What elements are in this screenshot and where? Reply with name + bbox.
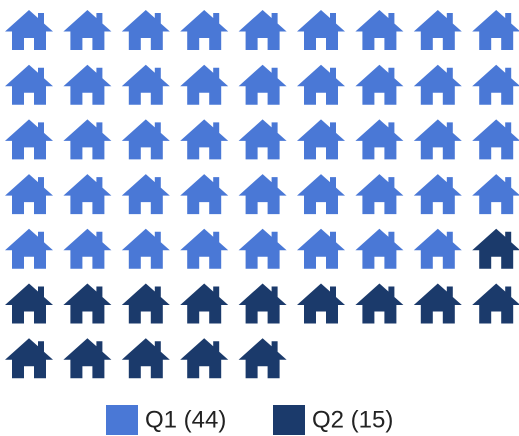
icon	[355, 228, 404, 269]
icon	[297, 10, 345, 50]
icon	[121, 119, 170, 160]
legend-swatch	[106, 405, 138, 435]
icon	[63, 174, 112, 215]
icon	[413, 119, 462, 160]
icon	[121, 338, 170, 379]
icon	[472, 10, 519, 50]
legend-label: Q1 (44)	[145, 406, 226, 433]
icon	[180, 64, 229, 105]
icon	[355, 64, 404, 105]
icon	[63, 64, 112, 105]
icon	[63, 10, 112, 50]
icon	[63, 283, 112, 324]
icon	[180, 119, 229, 160]
icon	[5, 119, 53, 160]
icon	[238, 64, 287, 105]
icon	[297, 283, 345, 324]
legend-label: Q2 (15)	[312, 406, 393, 433]
icon	[297, 64, 345, 105]
icon	[121, 64, 170, 105]
icon	[238, 174, 287, 215]
icon	[472, 119, 519, 160]
icon	[121, 174, 170, 215]
icon	[472, 283, 519, 324]
icon	[413, 283, 462, 324]
icon	[63, 228, 112, 269]
legend-swatch	[273, 405, 305, 435]
icon	[355, 174, 404, 215]
icon	[121, 10, 170, 50]
icon	[413, 64, 462, 105]
icon	[355, 10, 404, 50]
icon	[413, 10, 462, 50]
icon	[355, 119, 404, 160]
icon	[121, 283, 170, 324]
icon	[5, 64, 53, 105]
icon	[5, 228, 53, 269]
icon	[63, 119, 112, 160]
icon	[238, 228, 287, 269]
icon	[472, 64, 519, 105]
icon	[413, 174, 462, 215]
icon	[63, 338, 112, 379]
icon	[180, 228, 229, 269]
icon	[5, 174, 53, 215]
icon	[472, 174, 519, 215]
icon	[180, 10, 229, 50]
icon	[180, 283, 229, 324]
icon	[355, 283, 404, 324]
icon	[297, 174, 345, 215]
icon	[297, 228, 345, 269]
icon	[5, 10, 53, 50]
icon	[297, 119, 345, 160]
icon	[238, 338, 287, 379]
icon	[238, 10, 287, 50]
icon	[180, 338, 229, 379]
icon	[5, 283, 53, 324]
icon	[180, 174, 229, 215]
icon	[238, 283, 287, 324]
icon	[121, 228, 170, 269]
icon	[472, 228, 519, 269]
icon	[413, 228, 462, 269]
icon	[5, 338, 53, 379]
icon	[238, 119, 287, 160]
